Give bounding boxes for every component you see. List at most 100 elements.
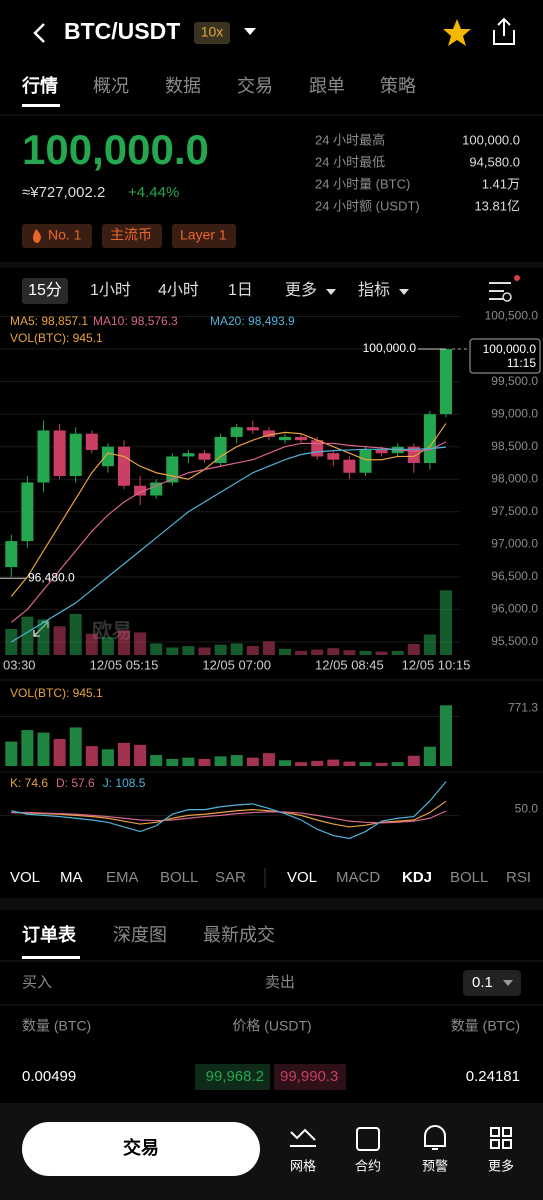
ma-line	[10, 423, 447, 597]
volume-overlay-bar	[375, 651, 388, 655]
tag-bg	[102, 224, 162, 248]
candle-body	[85, 433, 98, 450]
change: +4.44%	[128, 184, 179, 201]
trade-button[interactable]	[22, 1122, 260, 1176]
alert-icon[interactable]	[424, 1125, 446, 1150]
kdj-legend: K: 74.6	[10, 776, 48, 790]
notification-dot	[514, 275, 520, 281]
order-tab[interactable]: 最新成交	[203, 925, 275, 945]
volume-overlay-bar	[182, 646, 195, 655]
tab[interactable]: 策略	[380, 76, 416, 96]
y-tick-label: 100,500.0	[485, 309, 539, 323]
tab[interactable]: 概况	[93, 76, 129, 96]
kdj-line	[11, 810, 447, 824]
column-header: 价格 (USDT)	[232, 1018, 311, 1034]
indicator-tab[interactable]: RSI	[506, 869, 531, 886]
volume-bar	[262, 753, 275, 766]
last-price-tag	[469, 338, 541, 374]
sell-label: 卖出	[265, 974, 295, 991]
stat-value: 1.41万	[482, 176, 520, 191]
volume-bar	[311, 760, 324, 766]
stat-label: 24 小时最低	[315, 154, 385, 169]
volume-bar	[246, 757, 259, 766]
candle-body	[359, 449, 372, 473]
volume-bar	[279, 760, 291, 766]
tag-bg	[22, 224, 92, 248]
volume-bar	[359, 762, 372, 766]
candle-body	[101, 446, 114, 467]
indicator-tab[interactable]: VOL	[10, 869, 40, 886]
candle-body	[311, 440, 324, 457]
ma-legend: MA10: 98,576.3	[93, 314, 178, 328]
volume-bar	[295, 762, 308, 766]
stat-label: 24 小时最高	[315, 132, 385, 147]
indicator-tab[interactable]: MACD	[336, 869, 380, 886]
indicator-tab[interactable]: VOL	[287, 869, 317, 886]
volume-overlay-bar	[166, 647, 179, 655]
more-icon[interactable]	[490, 1127, 512, 1149]
indicator-tab[interactable]: BOLL	[450, 869, 488, 886]
interval-more[interactable]: 更多	[285, 281, 317, 299]
bid-price: 99,968.2	[206, 1068, 264, 1085]
indicator-tab[interactable]: SAR	[215, 869, 246, 886]
fire-icon	[33, 229, 41, 243]
order-tab[interactable]: 订单表	[22, 924, 77, 945]
column-header: 数量 (BTC)	[451, 1018, 520, 1034]
stat-label: 24 小时量 (BTC)	[315, 176, 410, 191]
step-select[interactable]	[463, 970, 521, 996]
y-tick-label: 97,500.0	[491, 504, 538, 518]
tab[interactable]: 跟单	[309, 76, 345, 96]
volume-bar	[101, 749, 114, 766]
y-tick-label: 98,500.0	[491, 439, 538, 453]
interval[interactable]: 4小时	[158, 281, 199, 299]
volume-overlay-bar	[440, 590, 452, 655]
x-tick-label: 03:30	[3, 657, 36, 672]
interval[interactable]: 1小时	[90, 281, 131, 299]
pair-dropdown[interactable]	[244, 28, 256, 35]
indicator-menu[interactable]: 指标	[358, 281, 390, 299]
contract-icon[interactable]	[356, 1127, 380, 1151]
candle-body	[166, 456, 179, 483]
volume-overlay-bar	[311, 649, 324, 655]
volume-overlay-bar	[5, 629, 18, 655]
indicator-tab[interactable]: EMA	[106, 869, 139, 886]
volume-overlay-bar	[134, 632, 147, 655]
tab[interactable]: 数据	[165, 76, 201, 96]
indicator-tab[interactable]: MA	[60, 869, 83, 886]
kdj-line	[11, 781, 447, 840]
nav-label: 预警	[422, 1158, 448, 1173]
volume-bar	[69, 727, 82, 766]
candle-body	[5, 541, 18, 568]
candle-body	[182, 453, 195, 457]
candle-body	[214, 436, 227, 463]
tab[interactable]: 行情	[21, 75, 58, 96]
volume-overlay-bar	[214, 644, 227, 655]
interval[interactable]: 15分	[28, 281, 62, 299]
volume-bar	[407, 755, 420, 766]
candle-body	[279, 436, 291, 441]
y-tick-label: 96,500.0	[491, 569, 538, 583]
x-tick-label: 12/05 07:00	[202, 657, 271, 672]
grid-icon[interactable]	[290, 1128, 316, 1147]
tab[interactable]: 交易	[237, 76, 273, 96]
high-marker-label: 100,000.0	[363, 341, 417, 355]
volume-overlay-bar	[150, 643, 163, 655]
last-price: 100,000.0	[22, 126, 209, 173]
chart-settings[interactable]	[489, 282, 511, 300]
indicator-tab[interactable]: BOLL	[160, 869, 198, 886]
order-tab[interactable]: 深度图	[113, 925, 167, 945]
volume-overlay-bar	[359, 650, 372, 655]
share-button[interactable]	[493, 17, 515, 45]
ma-legend: MA5: 98,857.1	[10, 314, 88, 328]
column-header: 数量 (BTC)	[22, 1018, 91, 1034]
volume-overlay-bar	[21, 616, 34, 655]
volume-bar	[37, 732, 50, 766]
back-button[interactable]	[33, 23, 45, 43]
interval[interactable]: 1日	[228, 282, 253, 299]
volume-bar	[118, 742, 130, 766]
volume-bar	[182, 757, 195, 766]
tag: Layer 1	[180, 227, 227, 243]
indicator-tab[interactable]: KDJ	[402, 869, 432, 886]
favorite-star[interactable]	[443, 19, 471, 46]
